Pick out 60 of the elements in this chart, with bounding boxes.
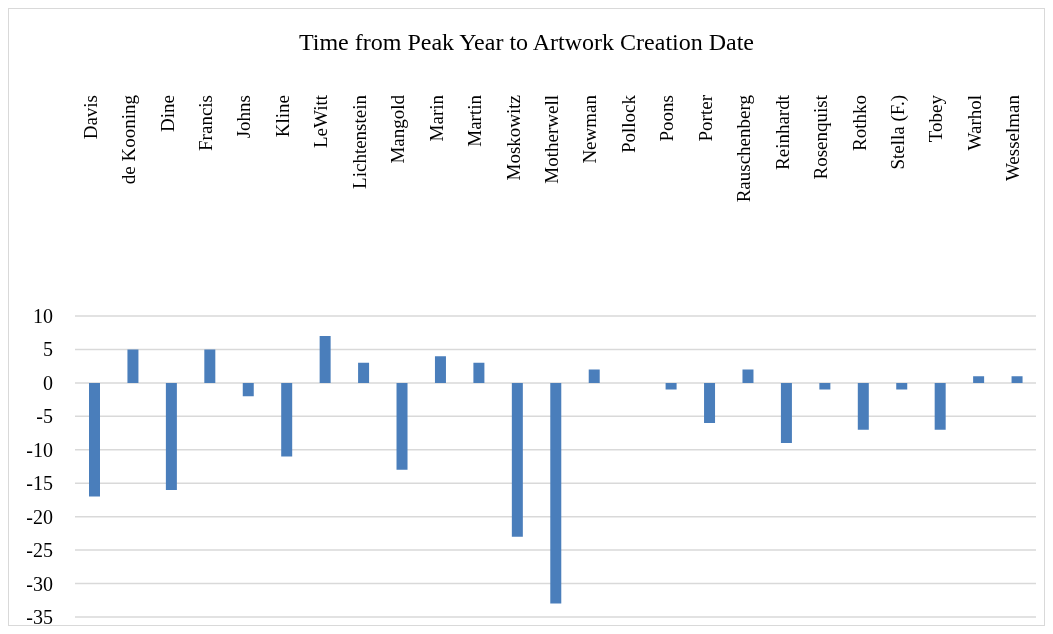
- y-tick-label: -10: [26, 438, 53, 461]
- bar: [1011, 376, 1023, 383]
- bar: [89, 382, 100, 497]
- x-tick-label: Motherwell: [541, 95, 562, 184]
- bar: [204, 349, 216, 383]
- x-tick-label: Rothko: [848, 95, 870, 151]
- x-tick-label: LeWitt: [310, 94, 332, 149]
- x-tick-label: de Kooning: [118, 94, 140, 185]
- chart-title: Time from Peak Year to Artwork Creation Date: [297, 29, 756, 56]
- x-tick-label: Kline: [271, 95, 293, 138]
- x-tick-label: Mangold: [387, 94, 409, 164]
- bar: [358, 362, 370, 383]
- x-tick-label: Reinhardt: [771, 94, 793, 170]
- y-tick-label: -30: [26, 572, 53, 595]
- x-tick-label: Johns: [233, 95, 255, 139]
- bar: [704, 382, 716, 424]
- bar: [434, 356, 446, 383]
- y-tick-label: -15: [26, 472, 53, 495]
- bar: [473, 362, 485, 383]
- y-tick-label: -25: [26, 539, 53, 562]
- bar: [665, 382, 677, 390]
- bar: [127, 349, 139, 383]
- bar: [934, 382, 946, 430]
- y-tick-label: -20: [26, 505, 53, 528]
- x-tick-label: Porter: [694, 94, 716, 142]
- x-tick-label: Rauschenberg: [733, 94, 755, 203]
- bar: [319, 336, 331, 383]
- bar: [857, 382, 869, 430]
- x-tick-label: Rosenquist: [810, 94, 832, 180]
- x-tick-label: Pollock: [617, 94, 639, 154]
- x-tick-label: Lichtenstein: [348, 94, 370, 189]
- x-tick-label: Dine: [156, 95, 178, 132]
- y-tick-label: 5: [43, 338, 53, 361]
- x-tick-label: Francis: [195, 95, 217, 151]
- x-tick-label: Marin: [425, 94, 447, 142]
- x-tick-label: Newman: [579, 94, 601, 164]
- bar: [896, 382, 908, 390]
- x-tick-label: Martin: [464, 94, 486, 147]
- bar: [588, 369, 600, 383]
- bar: [396, 382, 408, 470]
- bar: [819, 382, 831, 390]
- x-tick-label: Moskowitz: [502, 95, 524, 181]
- x-tick-label: Warhol: [963, 95, 985, 151]
- y-tick-label: -35: [26, 606, 53, 628]
- x-tick-label: Poons: [656, 95, 678, 142]
- x-tick-label: Davis: [79, 95, 101, 140]
- bar: [511, 382, 523, 537]
- x-tick-label: Stella (F.): [886, 95, 909, 170]
- y-tick-label: -5: [36, 405, 53, 428]
- y-tick-label: 10: [33, 305, 53, 327]
- bar: [242, 382, 254, 397]
- y-tick-label: 0: [43, 371, 53, 394]
- x-tick-label: Wesselman: [1002, 94, 1024, 182]
- bar: [973, 376, 985, 383]
- bar: [550, 382, 562, 604]
- bar: [281, 382, 293, 457]
- bar: [165, 382, 177, 490]
- bar: [742, 369, 754, 383]
- bar: [780, 382, 792, 444]
- x-tick-label: Tobey: [925, 94, 947, 143]
